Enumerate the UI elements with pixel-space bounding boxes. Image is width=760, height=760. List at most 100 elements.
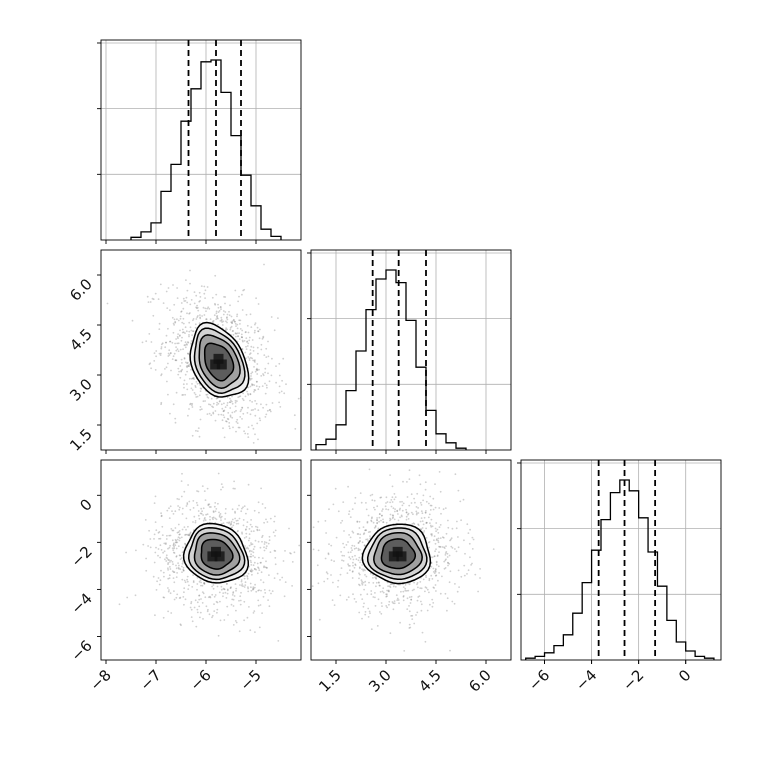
scatter-point: [150, 367, 153, 370]
scatter-point: [230, 315, 233, 318]
scatter-point: [205, 318, 208, 321]
scatter-point: [180, 358, 183, 361]
scatter-point: [436, 528, 439, 531]
scatter-point: [434, 570, 437, 573]
histogram-step-line: [130, 59, 282, 240]
scatter-point: [425, 527, 427, 530]
scatter-point: [330, 559, 333, 562]
scatter-point: [190, 329, 193, 332]
scatter-point: [172, 322, 175, 325]
scatter-point: [457, 569, 460, 572]
scatter-point: [252, 427, 255, 430]
scatter-point: [221, 407, 224, 410]
scatter-point: [312, 548, 315, 551]
scatter-point: [241, 532, 244, 535]
scatter-point: [250, 375, 252, 377]
scatter-point: [432, 586, 435, 589]
scatter-point: [284, 581, 287, 583]
scatter-point: [416, 599, 419, 602]
scatter-point: [229, 401, 232, 404]
scatter-point: [247, 406, 249, 409]
scatter-point: [258, 368, 260, 371]
scatter-point: [197, 427, 200, 429]
scatter-point: [201, 315, 204, 317]
scatter-point: [215, 310, 218, 313]
scatter-point: [398, 602, 400, 604]
scatter-point: [194, 599, 197, 602]
scatter-point: [311, 585, 314, 587]
scatter-point: [230, 586, 232, 588]
scatter-point: [228, 427, 231, 430]
scatter-point: [172, 513, 175, 515]
scatter-point: [378, 582, 380, 584]
scatter-point: [174, 342, 177, 345]
scatter-point: [253, 360, 256, 362]
scatter-point: [212, 320, 215, 322]
scatter-point: [181, 336, 183, 339]
scatter-point: [261, 557, 264, 559]
scatter-point: [189, 326, 192, 329]
scatter-point: [174, 538, 177, 541]
scatter-point: [359, 540, 361, 542]
scatter-point: [262, 406, 264, 409]
scatter-point: [250, 555, 253, 558]
scatter-point: [277, 317, 279, 319]
scatter-point: [181, 507, 184, 510]
scatter-point: [174, 421, 177, 424]
scatter-point: [258, 556, 260, 559]
scatter-point: [254, 631, 256, 633]
scatter-point: [355, 601, 357, 603]
scatter-point: [181, 562, 184, 565]
scatter-point: [178, 554, 181, 557]
scatter-point: [193, 392, 196, 394]
scatter-point: [267, 599, 269, 601]
scatter-point: [349, 558, 352, 560]
scatter-point: [217, 413, 220, 416]
scatter-point: [405, 518, 408, 521]
scatter-point: [249, 555, 252, 558]
scatter-point: [208, 503, 211, 506]
scatter-point: [378, 513, 381, 515]
scatter-point: [240, 336, 243, 338]
scatter-point: [177, 562, 180, 564]
scatter-point: [201, 602, 204, 604]
scatter-point: [178, 533, 181, 536]
scatter-point: [425, 521, 428, 524]
scatter-point: [357, 533, 360, 535]
scatter-point: [245, 331, 247, 333]
scatter-point: [325, 571, 328, 574]
scatter-point: [229, 524, 232, 526]
scatter-point: [147, 545, 150, 547]
scatter-point: [415, 614, 417, 616]
scatter-point: [184, 300, 187, 302]
scatter-point: [176, 572, 179, 574]
scatter-point: [231, 416, 234, 419]
scatter-point: [205, 393, 208, 396]
contour-line-1: [373, 531, 423, 576]
scatter-point: [413, 588, 415, 591]
scatter-point: [216, 608, 219, 611]
scatter-point: [256, 369, 259, 372]
scatter-point: [351, 555, 354, 558]
scatter-point: [270, 374, 273, 377]
scatter-point: [155, 529, 158, 532]
scatter-point: [225, 583, 228, 585]
scatter-point: [415, 506, 418, 508]
scatter-point: [207, 596, 210, 599]
scatter-point: [183, 300, 186, 302]
scatter-point: [387, 508, 390, 511]
scatter-point: [236, 400, 238, 402]
scatter-point: [249, 313, 252, 316]
scatter-point: [405, 511, 408, 514]
scatter-point: [378, 584, 381, 587]
scatter-point: [348, 556, 351, 559]
scatter-point: [225, 597, 228, 599]
scatter-point: [186, 312, 188, 315]
panel-frame: [310, 459, 512, 661]
scatter-point: [217, 323, 220, 326]
scatter-point: [250, 409, 253, 411]
scatter-point: [358, 566, 361, 569]
scatter-point: [221, 321, 224, 323]
scatter-point: [241, 348, 244, 350]
scatter-point: [231, 518, 234, 521]
